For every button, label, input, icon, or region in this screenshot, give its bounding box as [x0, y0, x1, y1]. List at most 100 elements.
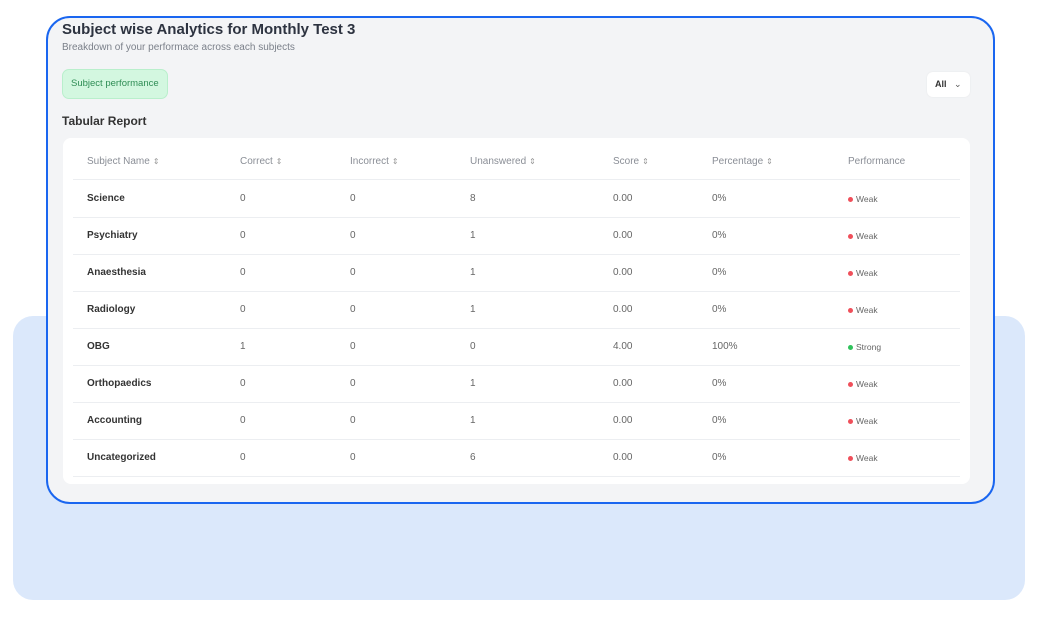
- table-cell: 0%: [712, 304, 727, 315]
- table-cell: 100%: [712, 341, 738, 352]
- performance-label: Weak: [856, 305, 878, 315]
- table-cell: Psychiatry: [87, 230, 138, 241]
- table-cell: 0: [470, 341, 476, 352]
- status-dot-icon: [848, 381, 853, 387]
- table-cell: 6: [470, 452, 476, 463]
- table-cell: 0.00: [613, 452, 633, 463]
- table-cell: 0%: [712, 378, 727, 389]
- table-row: Radiology 0 0 1 0.00 0% Weak: [73, 292, 960, 329]
- column-header[interactable]: Percentage ⇕: [712, 144, 773, 180]
- table-row: Accounting 0 0 1 0.00 0% Weak: [73, 403, 960, 440]
- sort-icon[interactable]: ⇕: [275, 157, 283, 166]
- chevron-down-icon: ⌄: [954, 79, 962, 89]
- table-cell: Anaesthesia: [87, 267, 146, 278]
- status-dot-icon: [848, 418, 853, 424]
- status-dot-icon: [848, 233, 853, 239]
- performance-badge: Weak: [848, 366, 878, 403]
- sort-icon[interactable]: ⇕: [766, 157, 773, 166]
- table-cell: 0.00: [613, 304, 633, 315]
- column-header-label: Incorrect: [350, 156, 389, 167]
- performance-badge: Weak: [848, 255, 878, 292]
- sort-icon[interactable]: ⇕: [152, 157, 160, 166]
- table-cell: 0: [350, 415, 356, 426]
- table-cell: 0%: [712, 415, 727, 426]
- table-cell: 0.00: [613, 378, 633, 389]
- performance-badge: Weak: [848, 181, 878, 218]
- table-cell: Uncategorized: [87, 452, 156, 463]
- table-header: Subject Name ⇕ Correct ⇕ Incorrect ⇕ Unanswere…: [73, 144, 960, 180]
- column-header[interactable]: Incorrect ⇕: [350, 144, 399, 180]
- table-row: Science 0 0 8 0.00 0% Weak: [73, 181, 960, 218]
- column-header-label: Percentage: [712, 156, 764, 167]
- report-table: Subject Name ⇕ Correct ⇕ Incorrect ⇕ Unanswere…: [63, 138, 970, 484]
- column-header[interactable]: Score ⇕: [613, 144, 649, 180]
- table-cell: 0: [240, 452, 246, 463]
- sort-icon[interactable]: ⇕: [642, 157, 649, 166]
- table-row: Psychiatry 0 0 1 0.00 0% Weak: [73, 218, 960, 255]
- performance-label: Weak: [856, 416, 878, 426]
- table-cell: 0: [240, 193, 246, 204]
- table-cell: Radiology: [87, 304, 136, 315]
- table-cell: 0: [350, 304, 356, 315]
- status-dot-icon: [848, 455, 853, 461]
- table-row: Anaesthesia 0 0 1 0.00 0% Weak: [73, 255, 960, 292]
- table-cell: 4.00: [613, 341, 633, 352]
- table-cell: 0: [240, 267, 246, 278]
- sort-icon[interactable]: ⇕: [391, 157, 399, 166]
- status-dot-icon: [848, 196, 853, 202]
- column-header[interactable]: Subject Name ⇕: [87, 144, 160, 180]
- performance-label: Weak: [856, 379, 878, 389]
- table-cell: 1: [470, 415, 476, 426]
- table-row: Orthopaedics 0 0 1 0.00 0% Weak: [73, 366, 960, 403]
- table-row: OBG 1 0 0 4.00 100% Strong: [73, 329, 960, 366]
- column-header-label: Correct: [240, 156, 273, 167]
- analytics-card: Subject wise Analytics for Monthly Test …: [46, 16, 995, 504]
- table-cell: 0.00: [613, 193, 633, 204]
- table-cell: 1: [470, 304, 476, 315]
- table-cell: 0%: [712, 230, 727, 241]
- column-header-label: Performance: [848, 156, 906, 167]
- table-cell: 0: [350, 341, 356, 352]
- table-cell: 1: [470, 267, 476, 278]
- table-cell: 1: [470, 230, 476, 241]
- table-cell: 0%: [712, 193, 727, 204]
- performance-badge: Weak: [848, 218, 878, 255]
- status-dot-icon: [848, 307, 853, 313]
- column-header: Performance: [848, 144, 905, 180]
- table-cell: Orthopaedics: [87, 378, 152, 389]
- table-cell: 0: [350, 267, 356, 278]
- page-subtitle: Breakdown of your performace across each…: [62, 42, 295, 53]
- column-header[interactable]: Correct ⇕: [240, 144, 283, 180]
- table-cell: OBG: [87, 341, 110, 352]
- performance-label: Weak: [856, 453, 878, 463]
- performance-badge: Weak: [848, 440, 878, 477]
- table-cell: 0: [350, 230, 356, 241]
- performance-label: Weak: [856, 194, 878, 204]
- table-cell: 0.00: [613, 230, 633, 241]
- table-cell: 0%: [712, 267, 727, 278]
- filter-dropdown[interactable]: All ⌄: [927, 72, 970, 97]
- table-cell: Accounting: [87, 415, 142, 426]
- section-title: Tabular Report: [62, 114, 147, 128]
- table-cell: Science: [87, 193, 125, 204]
- performance-badge: Weak: [848, 292, 878, 329]
- table-cell: 0.00: [613, 415, 633, 426]
- column-header-label: Unanswered: [470, 156, 527, 167]
- performance-label: Weak: [856, 231, 878, 241]
- column-header-label: Subject Name: [87, 156, 150, 167]
- table-cell: 8: [470, 193, 476, 204]
- table-cell: 1: [240, 341, 246, 352]
- table-cell: 0: [350, 452, 356, 463]
- page-title: Subject wise Analytics for Monthly Test …: [62, 21, 356, 38]
- tab-subject-performance[interactable]: Subject performance: [62, 69, 168, 99]
- performance-label: Strong: [856, 342, 882, 352]
- column-header[interactable]: Unanswered ⇕: [470, 144, 536, 180]
- column-header-label: Score: [613, 156, 640, 167]
- status-dot-icon: [848, 344, 853, 350]
- table-cell: 0: [240, 230, 246, 241]
- table-cell: 0: [350, 378, 356, 389]
- table-row: Uncategorized 0 0 6 0.00 0% Weak: [73, 440, 960, 477]
- table-cell: 0%: [712, 452, 727, 463]
- sort-icon[interactable]: ⇕: [529, 157, 536, 166]
- table-cell: 0: [350, 193, 356, 204]
